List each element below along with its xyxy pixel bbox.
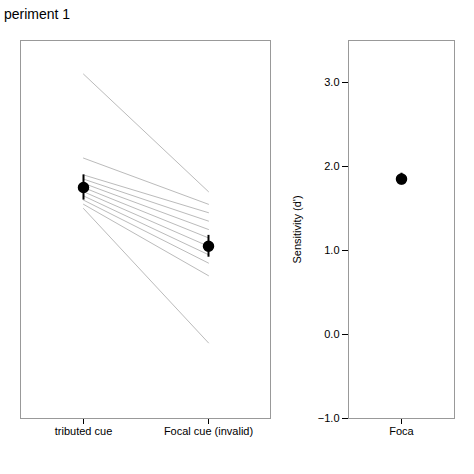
- svg-text:Focal cue (invalid): Focal cue (invalid): [164, 425, 253, 437]
- svg-text:Foca: Foca: [389, 425, 414, 437]
- svg-text:0.0: 0.0: [324, 328, 339, 340]
- svg-text:tributed cue: tributed cue: [55, 425, 112, 437]
- svg-text:Sensitivity (d'): Sensitivity (d'): [291, 195, 303, 263]
- svg-text:1.0: 1.0: [324, 244, 339, 256]
- html-text:periment 1: periment 1: [4, 6, 71, 22]
- svg-text:2.0: 2.0: [324, 160, 339, 172]
- svg-text:3.0: 3.0: [324, 76, 339, 88]
- svg-text:−1.0: −1.0: [318, 412, 340, 424]
